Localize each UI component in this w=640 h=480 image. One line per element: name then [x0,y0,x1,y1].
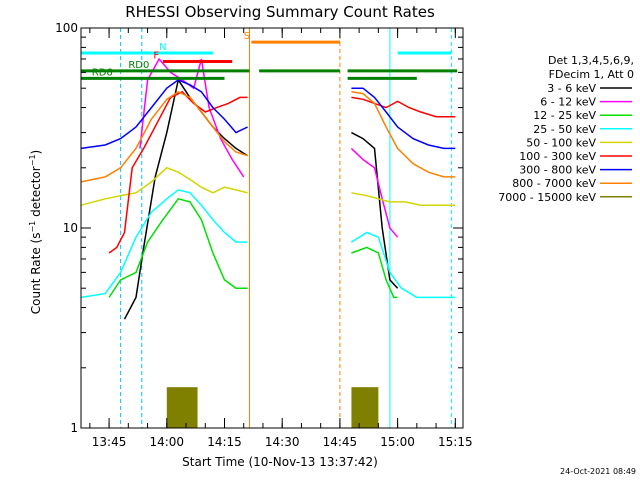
x-tick-label-0: 13:45 [92,435,127,449]
series-5-segment-1 [351,96,456,118]
series-2-segment-1 [351,246,398,299]
series-4-segment-0 [80,166,248,206]
plot-area: N S F RD0 RD6 [80,28,458,428]
x-tick-label-3: 14:30 [265,435,300,449]
legend-label-3: 25 - 50 keV [533,123,596,136]
timestamp: 24-Oct-2021 08:49 [560,467,636,476]
series-7-segment-1 [351,91,456,178]
x-tick-label-6: 15:15 [438,435,473,449]
x-tick-label-5: 15:00 [380,435,415,449]
chart-title: RHESSI Observing Summary Count Rates [125,3,435,21]
series-8-block-1 [351,387,379,428]
legend-label-2: 12 - 25 keV [533,109,596,122]
series-6-segment-0 [80,79,248,150]
series-3-segment-1 [351,231,456,299]
y-tick-label-0: 1 [70,421,78,435]
x-tick-label-1: 14:00 [149,435,184,449]
legend-label-8: 7000 - 15000 keV [498,191,596,204]
flag-label-5: RD6 [92,67,113,78]
plot-frame [80,27,464,429]
legend-header-1: Det 1,3,4,5,6,9, [548,54,634,67]
series-6-segment-1 [351,87,456,150]
series-8-block-0 [166,387,198,428]
y-tick-label-1: 10 [63,221,78,235]
x-axis-label: Start Time (10-Nov-13 13:37:42) [182,455,378,469]
flag-label-2: S [244,31,250,42]
x-tick-label-2: 14:15 [207,435,242,449]
flag-label-1: N [159,42,166,53]
legend-label-0: 3 - 6 keV [547,82,596,95]
legend-header-2: FDecim 1, Att 0 [549,68,634,81]
series-0-segment-1 [351,131,399,289]
flag-label-3: F [153,50,159,61]
series-2-segment-0 [108,197,248,298]
legend-label-4: 50 - 100 keV [526,136,596,149]
y-tick-label-2: 100 [55,21,78,35]
series-1-segment-1 [350,147,399,238]
x-tick-label-4: 14:45 [323,435,358,449]
series-5-segment-0 [108,90,248,254]
legend-label-1: 6 - 12 keV [540,96,596,109]
series-4-segment-1 [351,192,456,206]
y-axis-label: Count Rate (s−1 detector−1) [28,150,43,314]
series-1-segment-0 [139,57,245,178]
legend-label-7: 800 - 7000 keV [512,177,596,190]
flag-label-4: RD0 [128,60,149,71]
series-7-segment-0 [80,90,248,183]
legend-label-5: 100 - 300 keV [519,150,596,163]
axis-ticks: 1 10 100 13:45 14:00 14:15 14:30 14:45 15:00 15:1… [55,21,473,449]
legend-label-6: 300 - 800 keV [519,164,596,177]
series-3-segment-0 [80,189,248,299]
